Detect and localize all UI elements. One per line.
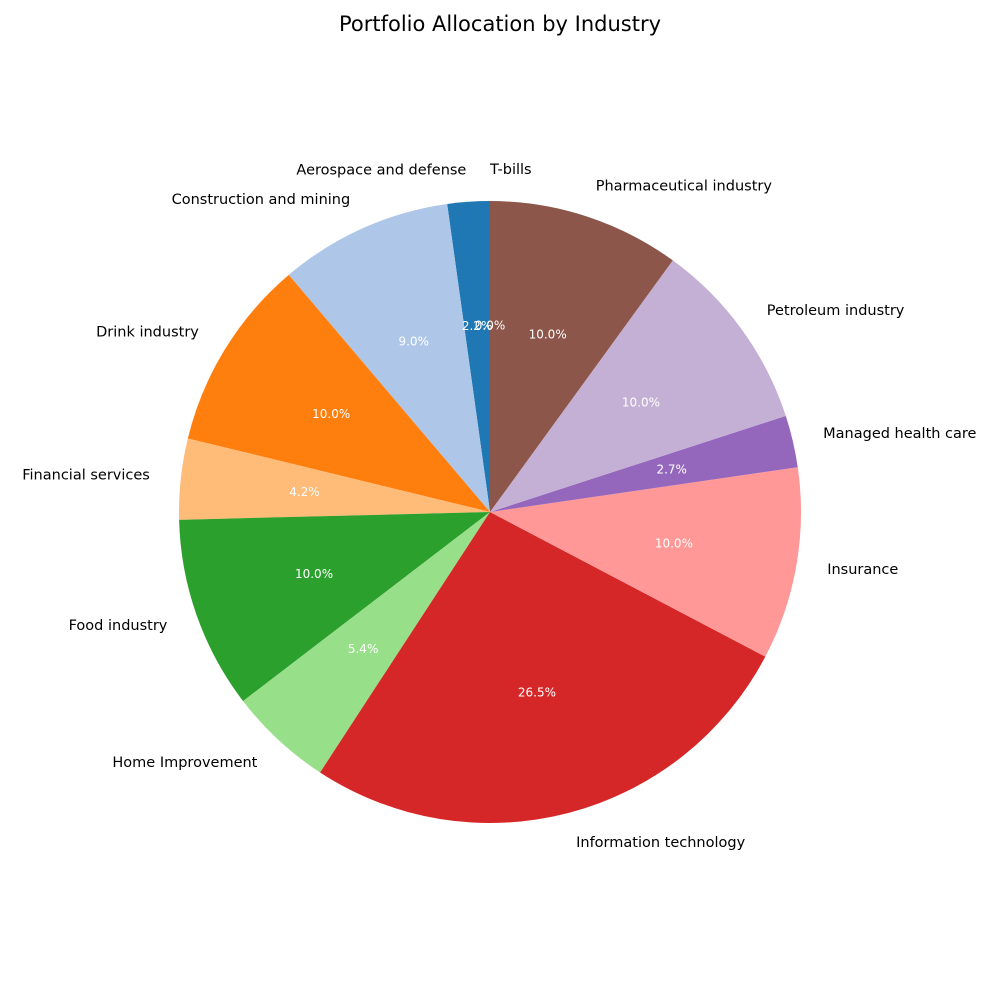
slice-insurance	[490, 467, 801, 657]
pct-label-information-technology: 26.5%	[518, 686, 556, 700]
pct-label-food-industry: 10.0%	[295, 567, 333, 581]
labels-layer: T-bills Aerospace and defense Construction…	[22, 162, 976, 851]
slice-construction-and-mining	[288, 203, 490, 512]
label-information-technology: Information technology	[576, 835, 745, 851]
slice-managed-health-care	[490, 415, 798, 512]
label-managed-health-care: Managed health care	[823, 426, 976, 442]
slice-financial-services	[179, 438, 490, 520]
chart-title: Portfolio Allocation by Industry	[339, 12, 661, 36]
pct-label-t-bills: 0.0%	[475, 318, 506, 332]
slice-drink-industry	[187, 274, 491, 512]
label-food-industry: Food industry	[69, 618, 168, 634]
label-home-improvement: Home Improvement	[112, 755, 257, 771]
percent-labels-layer: 0.0%2.2% 9.0% 10.0% 4.2% 10.0% 5.4% 26.5% 10.0%…	[289, 318, 693, 699]
label-t-bills: T-bills	[489, 162, 532, 178]
label-pharmaceutical-industry: Pharmaceutical industry	[596, 179, 773, 195]
pct-label-drink-industry: 10.0%	[312, 407, 350, 421]
slice-aerospace-and-defense	[447, 201, 490, 512]
slices-layer	[179, 201, 801, 823]
label-construction-and-mining: Construction and mining	[172, 192, 351, 208]
pct-label-petroleum-industry: 10.0%	[622, 395, 660, 409]
label-insurance: Insurance	[827, 562, 898, 578]
slice-information-technology	[320, 512, 766, 823]
pct-label-pharmaceutical-industry: 10.0%	[529, 328, 567, 342]
label-aerospace-and-defense: Aerospace and defense	[296, 163, 466, 179]
label-financial-services: Financial services	[22, 468, 150, 484]
pct-label-aerospace-and-defense: 2.2%	[462, 319, 493, 333]
slice-food-industry	[179, 512, 491, 702]
pct-label-managed-health-care: 2.7%	[656, 463, 687, 477]
label-petroleum-industry: Petroleum industry	[767, 303, 905, 319]
slice-pharmaceutical-industry	[490, 201, 673, 512]
pct-label-home-improvement: 5.4%	[348, 642, 379, 656]
pct-label-insurance: 10.0%	[655, 537, 693, 551]
pct-label-construction-and-mining: 9.0%	[398, 335, 429, 349]
pct-label-financial-services: 4.2%	[289, 485, 320, 499]
label-drink-industry: Drink industry	[96, 324, 199, 340]
slice-home-improvement	[243, 512, 490, 773]
slice-petroleum-industry	[490, 260, 786, 512]
